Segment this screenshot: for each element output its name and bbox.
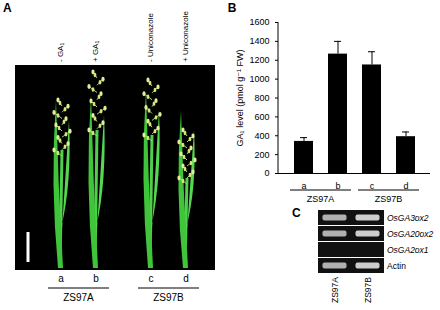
svg-text:ZS97B: ZS97B xyxy=(153,292,184,303)
svg-text:ZS97B: ZS97B xyxy=(375,194,403,204)
svg-text:ZS97B: ZS97B xyxy=(363,277,373,303)
svg-text:800: 800 xyxy=(254,93,269,103)
svg-text:a: a xyxy=(58,273,64,284)
svg-text:b: b xyxy=(335,181,340,191)
svg-text:ZS97A: ZS97A xyxy=(63,292,94,303)
svg-text:400: 400 xyxy=(254,131,269,141)
svg-text:1600: 1600 xyxy=(249,17,269,27)
svg-text:d: d xyxy=(183,273,189,284)
svg-text:c: c xyxy=(149,273,154,284)
svg-text:600: 600 xyxy=(254,112,269,122)
svg-text:ZS97A: ZS97A xyxy=(330,277,340,303)
svg-text:ZS97A: ZS97A xyxy=(307,194,335,204)
svg-text:OsGA2ox1: OsGA2ox1 xyxy=(387,245,429,255)
svg-text:- GA₁: - GA₁ xyxy=(56,43,65,62)
svg-text:1000: 1000 xyxy=(249,74,269,84)
svg-text:d: d xyxy=(403,181,408,191)
svg-text:Actin: Actin xyxy=(387,261,406,271)
svg-text:A: A xyxy=(3,1,12,15)
svg-text:a: a xyxy=(301,181,306,191)
svg-text:1400: 1400 xyxy=(249,36,269,46)
svg-text:1200: 1200 xyxy=(249,55,269,65)
svg-text:b: b xyxy=(93,273,99,284)
svg-text:C: C xyxy=(292,206,301,220)
svg-text:GA₁ level (pmol g⁻¹ FW): GA₁ level (pmol g⁻¹ FW) xyxy=(235,50,245,147)
svg-text:c: c xyxy=(370,181,375,191)
svg-text:OsGA20ox2: OsGA20ox2 xyxy=(387,229,434,239)
svg-text:- Uniconazole: - Uniconazole xyxy=(146,13,155,62)
svg-text:B: B xyxy=(228,1,237,15)
svg-text:0: 0 xyxy=(264,168,269,178)
svg-text:+ GA₁: + GA₁ xyxy=(91,41,100,62)
svg-text:+ Uniconazole: + Uniconazole xyxy=(181,11,190,62)
svg-text:200: 200 xyxy=(254,150,269,160)
svg-text:OsGA3ox2: OsGA3ox2 xyxy=(387,213,429,223)
